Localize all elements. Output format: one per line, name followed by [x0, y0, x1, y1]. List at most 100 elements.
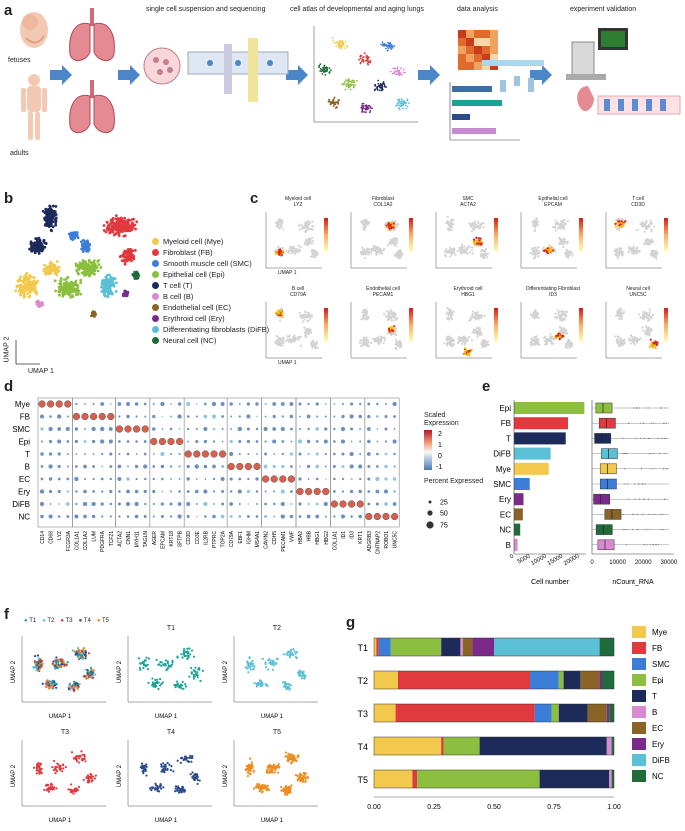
legend-label: T5	[102, 618, 110, 624]
cbar-tick-2: 2	[438, 431, 442, 438]
dot-DiFB-ID1	[339, 500, 347, 508]
dot-T-TAGLN	[143, 452, 147, 456]
dot-Ery-ID1	[341, 490, 345, 493]
legend-swatch	[152, 326, 159, 333]
timepoint-legend-item: ● T1	[24, 618, 36, 624]
dot-Ery-PTPRC	[212, 490, 216, 493]
box-T	[594, 433, 612, 444]
dot-T-MYH11	[135, 453, 138, 455]
bar-label: T	[506, 434, 511, 443]
dot-Ery-ACTA2	[118, 490, 121, 493]
dot-DiFB-MS4A1	[256, 503, 258, 505]
legend-swatch	[152, 293, 159, 300]
legend-swatch-Mye	[632, 626, 646, 638]
dot-FB-ACTA2	[118, 415, 121, 418]
panel-label-e: e	[482, 378, 491, 395]
dot-Epi-UNC5C	[392, 439, 397, 444]
legend-label: Endothelial cell (EC)	[163, 303, 231, 312]
feature-colorbar	[579, 308, 583, 342]
dot-FB-SFTPB	[177, 414, 182, 419]
segment-T3-SMC	[534, 704, 552, 722]
segment-T3-EC	[587, 704, 607, 722]
dotplot-gene-label: ADGRB3	[367, 531, 373, 552]
dot-EC-FCGR3A	[66, 477, 70, 481]
dot-SMC-AGER	[152, 427, 156, 431]
dot-Epi-LUM	[91, 439, 96, 444]
dot-NC-TOP2A	[220, 514, 225, 519]
dot-SMC-CNN1	[124, 425, 132, 433]
bar-SMC	[514, 478, 530, 490]
dotplot-gene-label: EBF1	[238, 531, 244, 544]
dot-B-SFTPB	[178, 465, 181, 468]
legend-label-B: B	[652, 708, 657, 717]
legend-item-0: Myeloid cell (Mye)	[152, 236, 269, 247]
dot-Epi-CNTNAP2	[376, 440, 379, 443]
panel-label-c: c	[250, 190, 259, 207]
dot-B-COL1A1	[332, 464, 336, 469]
dot-Mye-MYH11	[134, 402, 139, 406]
segment-T3-Epi	[551, 704, 559, 722]
dot-EC-PTPRC	[212, 477, 216, 481]
dot-Epi-TOP2A	[221, 440, 224, 443]
feature-plot-4	[605, 212, 668, 269]
legend-label: Smooth muscle cell (SMC)	[163, 259, 252, 268]
dot-Ery-CD3E	[194, 489, 199, 494]
bar-EC	[514, 508, 523, 521]
dot-Epi-PTPRC	[212, 440, 216, 443]
dot-SMC-ID1	[340, 426, 346, 432]
dot-T-CNN1	[126, 452, 130, 456]
dot-SMC-PTPRC	[212, 427, 216, 431]
segment-T5-Mye	[374, 770, 413, 788]
dot-EC-IL2RB	[204, 478, 207, 480]
dot-DiFB-IL2RB	[203, 501, 208, 507]
dot-Mye-UNC5C	[392, 401, 397, 407]
dot-EC-CDH5	[270, 475, 278, 483]
segment-T5-FB	[412, 770, 418, 788]
umap-ylabel: UMAP 2	[223, 764, 229, 787]
dot-T-CD14	[40, 452, 44, 456]
dotplot-gene-label: EPCAM	[160, 531, 166, 549]
dot-Ery-IL2RB	[203, 489, 208, 494]
dot-DiFB-ID3	[348, 500, 356, 508]
dot-B-HBA2	[298, 465, 302, 468]
dot-Ery-AGER	[152, 489, 156, 494]
dot-T-COL1A2	[84, 453, 86, 455]
dot-DiFB-LYZ	[58, 503, 61, 505]
legend-label: Erythroid cell (Ery)	[163, 314, 225, 323]
dotplot-gene-label: TCF21	[109, 531, 115, 547]
dot-B-COL1A1	[75, 465, 78, 468]
dot-DiFB-TOP2A	[221, 502, 225, 506]
dot-EC-EBF1	[238, 477, 242, 481]
dot-SMC-HBG2	[324, 427, 328, 431]
dot-FB-MS4A1	[256, 415, 258, 418]
timepoint-umaps: ● T1 ● T2 ● T3 ● T4 ● T5 UMAP 1 UMAP 2 T1 UMAP 1…	[10, 618, 340, 828]
dot-SMC-ID3	[350, 427, 354, 431]
dot-DiFB-CD68	[49, 503, 52, 505]
box-Ery	[593, 493, 611, 505]
dotplot-gene-label: HBB	[307, 530, 313, 541]
dot-T-EPCAM	[160, 451, 165, 457]
umap-ylabel: UMAP 2	[11, 660, 17, 683]
dotplot-row-label: NC	[18, 513, 30, 522]
dot-EC-CNTNAP2	[375, 476, 380, 482]
dot-DiFB-PECAM1	[280, 501, 285, 507]
dot-Ery-CNN1	[126, 489, 130, 494]
umap-timepoint-4: UMAP 1 UMAP 2	[117, 740, 212, 824]
segment-T4-Epi	[443, 737, 480, 755]
dot-EC-TAGLN	[144, 477, 147, 481]
dot-Ery-MS4A1	[255, 490, 259, 493]
dot-DiFB-LUM	[91, 501, 96, 507]
dot-T-KRT18	[170, 453, 172, 455]
dotplot-gene-label: CD79A	[229, 530, 235, 547]
dot-B-TCF21	[109, 465, 113, 468]
legend-item-5: B cell (B)	[152, 291, 269, 302]
dot-B-PTPRC	[212, 464, 216, 469]
segment-T1-Epi	[390, 638, 442, 656]
umap-title: T4	[166, 729, 176, 736]
dot-EC-CD79A	[229, 477, 233, 481]
dotplot-gene-label: CD3D	[186, 531, 192, 545]
dot-T-COL1A1	[333, 452, 336, 456]
dot-NC-CNTNAP2	[373, 512, 382, 521]
dot-SMC-CD3D	[187, 427, 190, 431]
feature-cell: Myeloid cell	[284, 196, 312, 202]
